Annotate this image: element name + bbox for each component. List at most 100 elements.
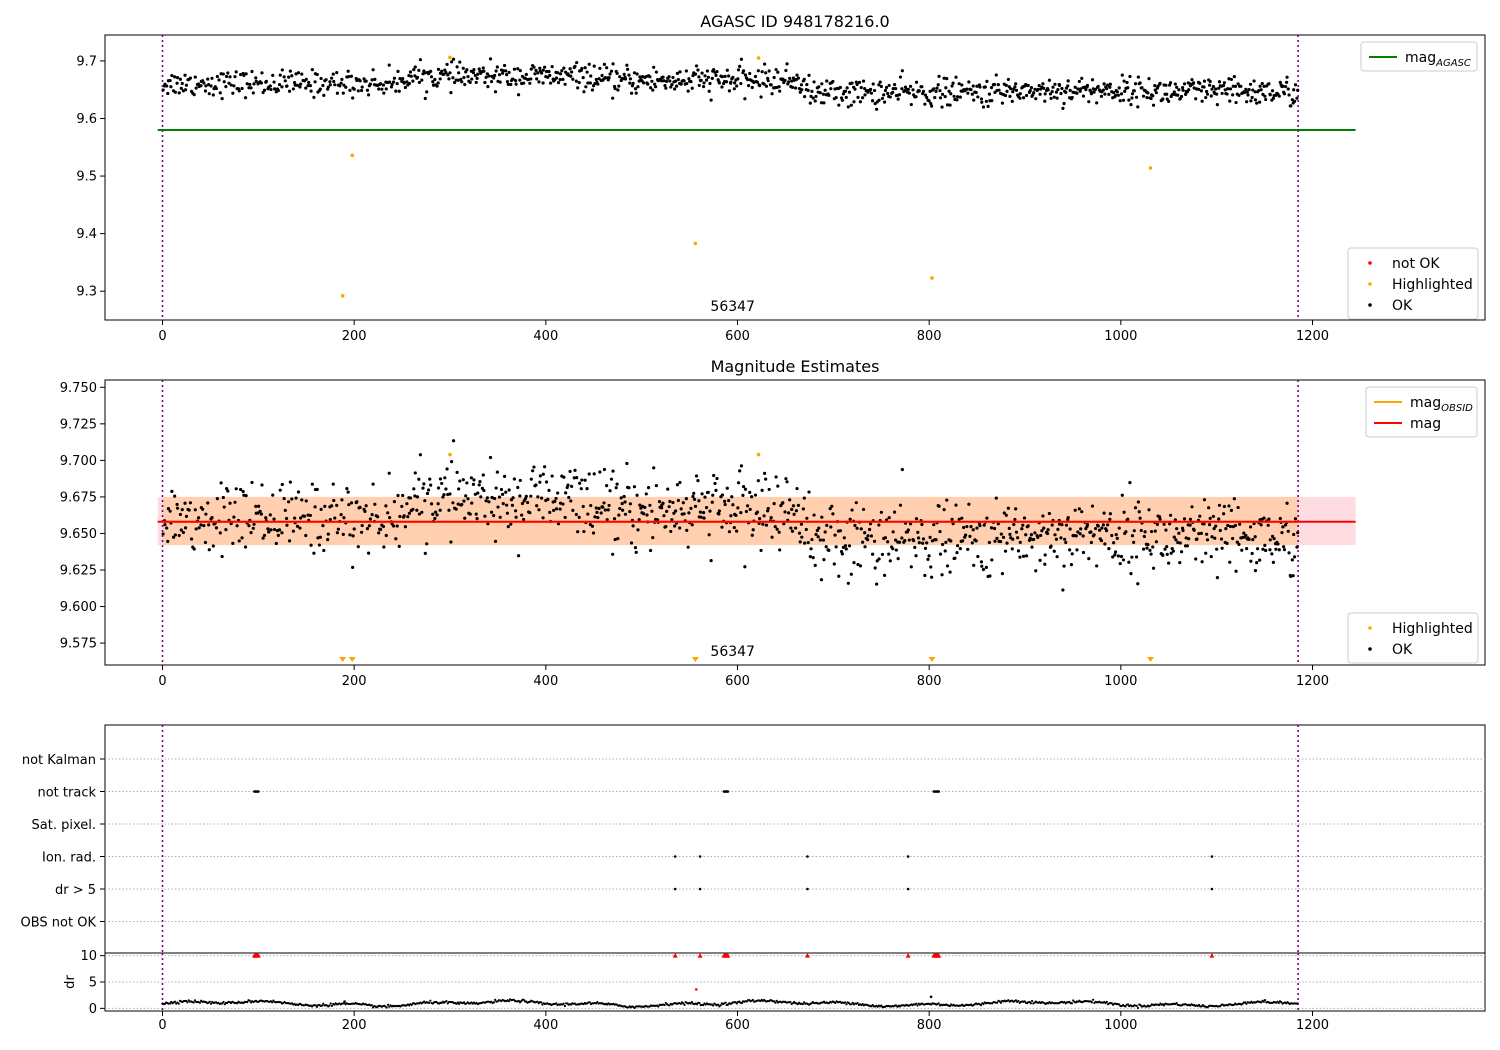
panel2-ok-point — [237, 539, 241, 543]
panel2-ok-point — [277, 528, 282, 532]
panel2-ok-point — [531, 469, 535, 473]
panel1-ok-point — [908, 84, 913, 88]
panel2-ok-point — [1190, 505, 1194, 509]
panel1-ok-point — [1281, 84, 1285, 88]
panel2-ok-point — [1124, 530, 1128, 534]
panel2-ok-point — [412, 487, 416, 491]
panel1-ytick-label: 9.4 — [76, 227, 97, 242]
panel2-ok-point — [858, 564, 863, 568]
panel1-ok-point — [880, 96, 885, 101]
panel2-ok-point — [1179, 550, 1184, 554]
panel2-ok-point — [534, 483, 538, 487]
panel2-ok-point — [846, 581, 850, 585]
panel2-ok-point — [875, 582, 879, 586]
panel1-ok-point — [1051, 85, 1055, 89]
panel2-ok-point — [597, 506, 601, 511]
panel2-xtick-label: 200 — [342, 674, 367, 689]
panel1-ok-point — [220, 97, 224, 101]
panel1-ok-point — [1136, 75, 1140, 79]
panel2-ok-point — [1263, 543, 1267, 547]
panel1-ok-point — [616, 88, 620, 92]
panel2-ok-point — [578, 481, 582, 485]
panel1-ok-point — [663, 83, 667, 88]
panel1-ok-point — [1173, 82, 1177, 86]
panel2-ok-point — [373, 502, 377, 506]
panel2-ok-point — [556, 491, 560, 495]
panel1-ok-point — [996, 83, 1000, 87]
panel1-ok-point — [214, 86, 219, 91]
panel1-ok-point — [869, 91, 874, 95]
panel1-ok-point — [1284, 80, 1289, 84]
panel1-ok-point — [875, 107, 879, 111]
panel2-ok-point — [702, 516, 706, 520]
panel2-ok-point — [782, 522, 786, 526]
panel2-ok-point — [1090, 504, 1095, 508]
panel2-xtick-label: 1200 — [1296, 674, 1329, 689]
panel1-ok-point — [1263, 94, 1267, 98]
panel1-ok-point — [506, 82, 510, 86]
panel1-ok-point — [204, 84, 208, 88]
panel2-ok-point — [262, 533, 267, 538]
panel1-ok-point — [370, 78, 374, 82]
panel2-ok-point — [1233, 523, 1238, 528]
panel2-ok-point — [1043, 553, 1047, 557]
panel1-ok-point — [709, 98, 713, 102]
panel2-ok-point — [468, 512, 472, 516]
panel2-bottom-legend — [1347, 612, 1479, 664]
panel2-ok-point — [505, 511, 510, 515]
panel2-ok-point — [816, 535, 820, 539]
panel2-ok-point — [1117, 526, 1121, 530]
panel4-clipped-marker — [725, 953, 731, 958]
panel2-ok-point — [1102, 511, 1106, 515]
panel1-ok-point — [654, 85, 658, 89]
panel2-ok-point — [1163, 547, 1167, 551]
panel1-ok-point — [456, 78, 460, 82]
panel2-ok-point — [781, 501, 785, 505]
panel2-ok-point — [1006, 506, 1010, 510]
panel2-highlighted-point — [448, 452, 452, 457]
panel1-ok-point — [662, 79, 666, 83]
panel1-ok-point — [635, 72, 639, 76]
panel1-ok-point — [708, 81, 712, 86]
panel1-ok-point — [492, 76, 496, 80]
panel2-ok-point — [1100, 526, 1104, 530]
panel2-ok-point — [184, 514, 189, 519]
panel1-ok-point — [755, 80, 759, 84]
panel2-ok-point — [954, 503, 958, 507]
panel2-ok-point — [745, 504, 750, 508]
panel1-ok-point — [1227, 77, 1231, 81]
panel1-ok-point — [1151, 94, 1155, 98]
panel4-xtick-label: 200 — [342, 1018, 367, 1033]
panel1-ok-point — [776, 70, 780, 74]
panel2-ok-point — [448, 492, 452, 496]
panel2-ok-point — [315, 487, 319, 492]
panel2-ok-point — [1148, 548, 1152, 552]
panel4-extra-point — [694, 988, 698, 991]
panel1-ok-point — [704, 78, 709, 82]
panel1-ok-point — [838, 85, 842, 90]
panel1-ok-point — [857, 80, 862, 85]
panel2-ok-point — [896, 557, 900, 561]
panel2-ok-point — [1046, 531, 1050, 536]
panel1-bottom-legend-label: Highlighted — [1392, 277, 1473, 293]
panel1-ok-point — [945, 103, 950, 107]
panel1-ok-point — [328, 80, 332, 84]
panel2-ok-point — [631, 524, 635, 528]
panel2-ok-point — [854, 501, 858, 505]
panel2-ok-point — [914, 517, 919, 521]
panel1-ok-point — [586, 81, 590, 85]
panel1-ok-point — [615, 71, 619, 75]
panel2-ok-point — [264, 516, 268, 520]
panel1-ok-point — [224, 74, 229, 79]
panel1-ok-point — [827, 93, 831, 97]
panel2-ok-point — [575, 476, 579, 480]
panel1-ok-point — [1021, 96, 1026, 100]
panel1-ok-point — [453, 80, 457, 85]
panel4-dr-point — [682, 1002, 685, 1005]
panel1-ok-point — [911, 88, 915, 92]
panel3-ytick-label: dr > 5 — [55, 883, 96, 898]
panel1-ok-point — [488, 57, 493, 61]
panel1-ok-point — [397, 89, 401, 93]
panel2-ok-point — [462, 499, 466, 503]
panel1-ok-point — [556, 81, 561, 85]
